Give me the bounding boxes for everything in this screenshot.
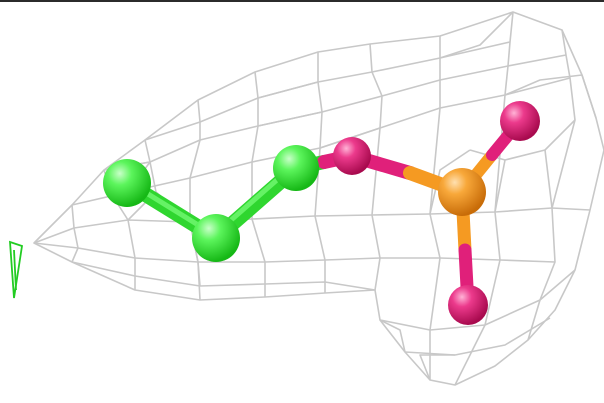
atom-c3[interactable] (273, 145, 319, 191)
atom-o2[interactable] (500, 101, 540, 141)
atom-o3[interactable] (448, 285, 488, 325)
axis-marker-icon (9, 240, 24, 299)
atom-o1[interactable] (333, 137, 371, 175)
atom-c2[interactable] (192, 214, 240, 262)
atom-p1[interactable] (438, 168, 486, 216)
top-border (0, 0, 604, 2)
atoms (103, 101, 540, 325)
atom-c1[interactable] (103, 159, 151, 207)
